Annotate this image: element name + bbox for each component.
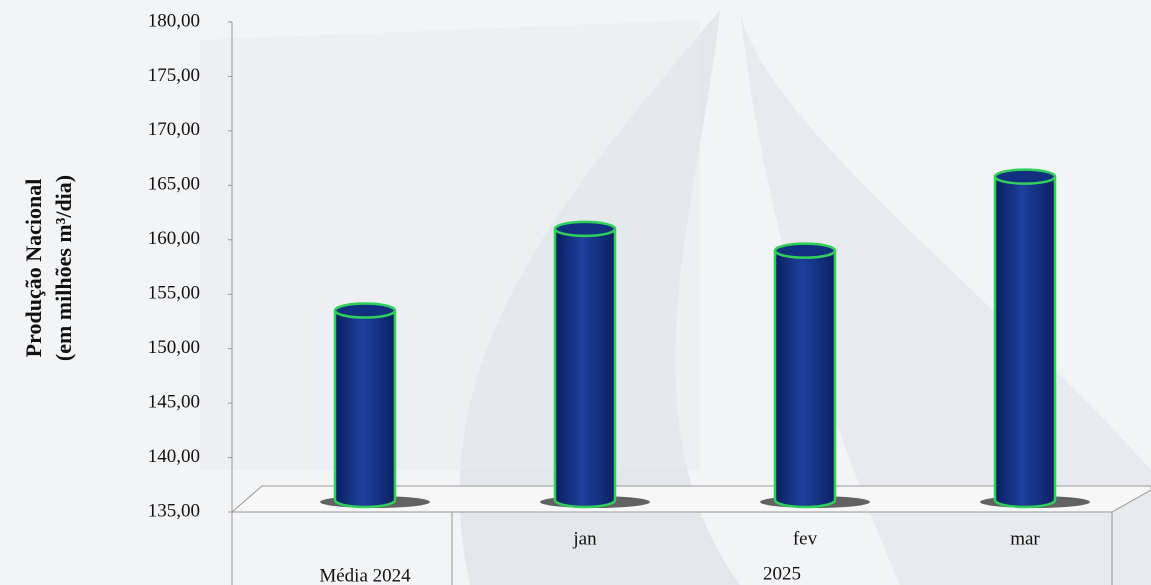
x-tick-label: fev (793, 528, 818, 549)
y-tick-label: 150,00 (148, 337, 200, 358)
y-tick-label: 160,00 (148, 228, 200, 249)
y-tick-label: 165,00 (148, 174, 200, 195)
y-tick-label: 175,00 (148, 65, 200, 86)
bar-top (773, 242, 837, 259)
floor (230, 22, 1151, 585)
bar-top (993, 168, 1057, 185)
bar (993, 176, 1057, 509)
y-tick-label: 155,00 (148, 283, 200, 304)
x-group-label: 2025 (763, 563, 801, 584)
y-tick-label: 170,00 (148, 119, 200, 140)
y-tick-label: 180,00 (148, 10, 200, 31)
bar (773, 250, 837, 509)
y-tick-label: 145,00 (148, 391, 200, 412)
bar (333, 310, 397, 509)
y-axis-title: Produção Nacional (21, 179, 46, 358)
x-tick-label: jan (572, 528, 597, 549)
bar-top (553, 220, 617, 238)
y-tick-label: 140,00 (148, 446, 200, 467)
x-tick-label: mar (1010, 528, 1040, 549)
y-axis-title: (em milhões m³/dia) (51, 175, 76, 361)
bar-top (333, 302, 397, 319)
x-tick-label: Média 2024 (319, 565, 411, 585)
y-tick-label: 135,00 (148, 500, 200, 521)
bar (553, 228, 617, 509)
